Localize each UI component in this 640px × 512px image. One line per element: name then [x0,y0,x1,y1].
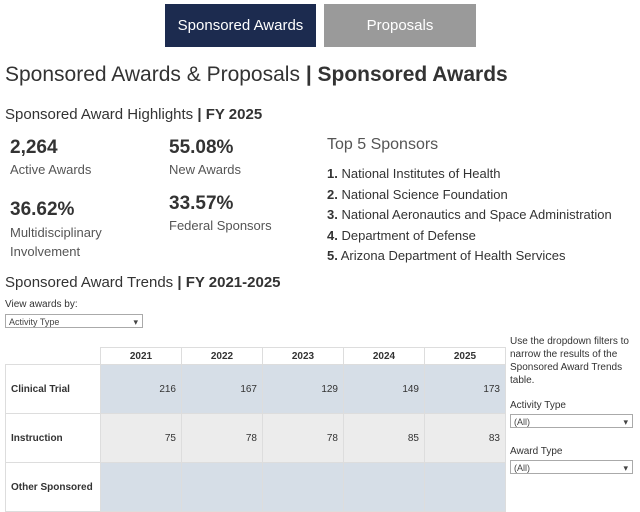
kpi-label: New Awards [169,162,242,177]
sponsor-name: Arizona Department of Health Services [340,248,566,263]
tab[interactable]: Sponsored Awards [165,4,316,47]
table-cell: 83 [424,413,506,463]
column-header: 2023 [262,347,344,365]
sponsor-rank: 5. [327,248,338,263]
kpi-label: Active Awards [10,162,92,177]
table-row: Instruction 75 78 78 85 83 [5,413,506,463]
sponsor-rank: 3. [327,207,338,222]
section-heading: Sponsored Award Highlights | FY 2025 [5,106,262,123]
kpi-label: Federal Sponsors [169,218,272,233]
corner [5,347,101,365]
heading-bold: | FY 2021-2025 [177,274,281,291]
sponsor-item: 5. Arizona Department of Health Services [327,248,565,263]
filter-label: Activity Type [510,400,566,411]
sponsor-name: National Science Foundation [341,186,508,202]
sponsor-name: National Aeronautics and Space Administr… [341,207,612,222]
title: Sponsored Awards & Proposals [5,63,300,86]
page-title: Sponsored Awards & Proposals | Sponsored… [5,63,508,87]
view-select[interactable]: Activity Type [5,314,143,329]
filter-label: Award Type [510,446,563,457]
sponsor-rank: 2. [327,186,338,202]
row-label: Other Sponsored [5,462,101,512]
column-header: 2025 [424,347,506,365]
table-cell: 78 [181,413,263,463]
table-cell: 149 [343,364,425,414]
row-label: Instruction [5,413,101,463]
kpi-value: 33.57% [169,193,234,214]
table-cell: 85 [343,413,425,463]
filter-note: Use the dropdown filters to narrow the r… [510,336,629,386]
table-row: Clinical Trial 216 167 129 149 173 [5,364,506,414]
trends-table: 2021 2022 2023 2024 2025 Clinical Trial 216 167… [5,347,506,512]
table-row: Other Sponsored [5,462,506,512]
dashboard: Sponsored Awards Proposals Sponsored Awa… [0,0,640,480]
heading: Sponsored Award Highlights [5,106,194,123]
table-cell [424,462,506,512]
table-cell: 173 [424,364,506,414]
sponsor-item: 4. Department of Defense [327,228,476,243]
column-header: 2024 [343,347,425,365]
kpi-value: 55.08% [169,137,234,158]
sponsor-name: National Institutes of Health [341,166,501,181]
view-label: View awards by: [5,299,78,310]
sponsor-rank: 1. [327,166,338,181]
table-cell: 129 [262,364,344,414]
kpi-value: 2,264 [10,137,58,158]
filter-select[interactable]: (All) [510,460,633,475]
tab[interactable]: Proposals [324,4,476,47]
heading-bold: | FY 2025 [197,106,263,123]
section-heading: Sponsored Award Trends | FY 2021-2025 [5,274,281,291]
heading: Sponsored Award Trends [5,274,174,291]
title-bold: | Sponsored Awards [305,63,508,86]
filter-select[interactable]: (All) [510,414,633,429]
table-cell [262,462,344,512]
sponsor-item: 3. National Aeronautics and Space Admini… [327,207,612,222]
table-cell [181,462,263,512]
column-header: 2022 [181,347,263,365]
sponsor-rank: 4. [327,227,338,243]
table-cell: 75 [100,413,182,463]
column-header: 2021 [100,347,182,365]
table-cell: 78 [262,413,344,463]
sponsors-heading: Top 5 Sponsors [327,136,439,153]
sponsor-name: Department of Defense [341,227,476,243]
table-cell [100,462,182,512]
table-cell: 167 [181,364,263,414]
row-label: Clinical Trial [5,364,101,414]
sponsor-item: 1. National Institutes of Health [327,166,500,181]
table-cell [343,462,425,512]
kpi-value: 36.62% [10,199,75,220]
kpi-label: Multidisciplinary Involvement [10,225,102,259]
sponsor-item: 2. National Science Foundation [327,187,508,202]
table-cell: 216 [100,364,182,414]
